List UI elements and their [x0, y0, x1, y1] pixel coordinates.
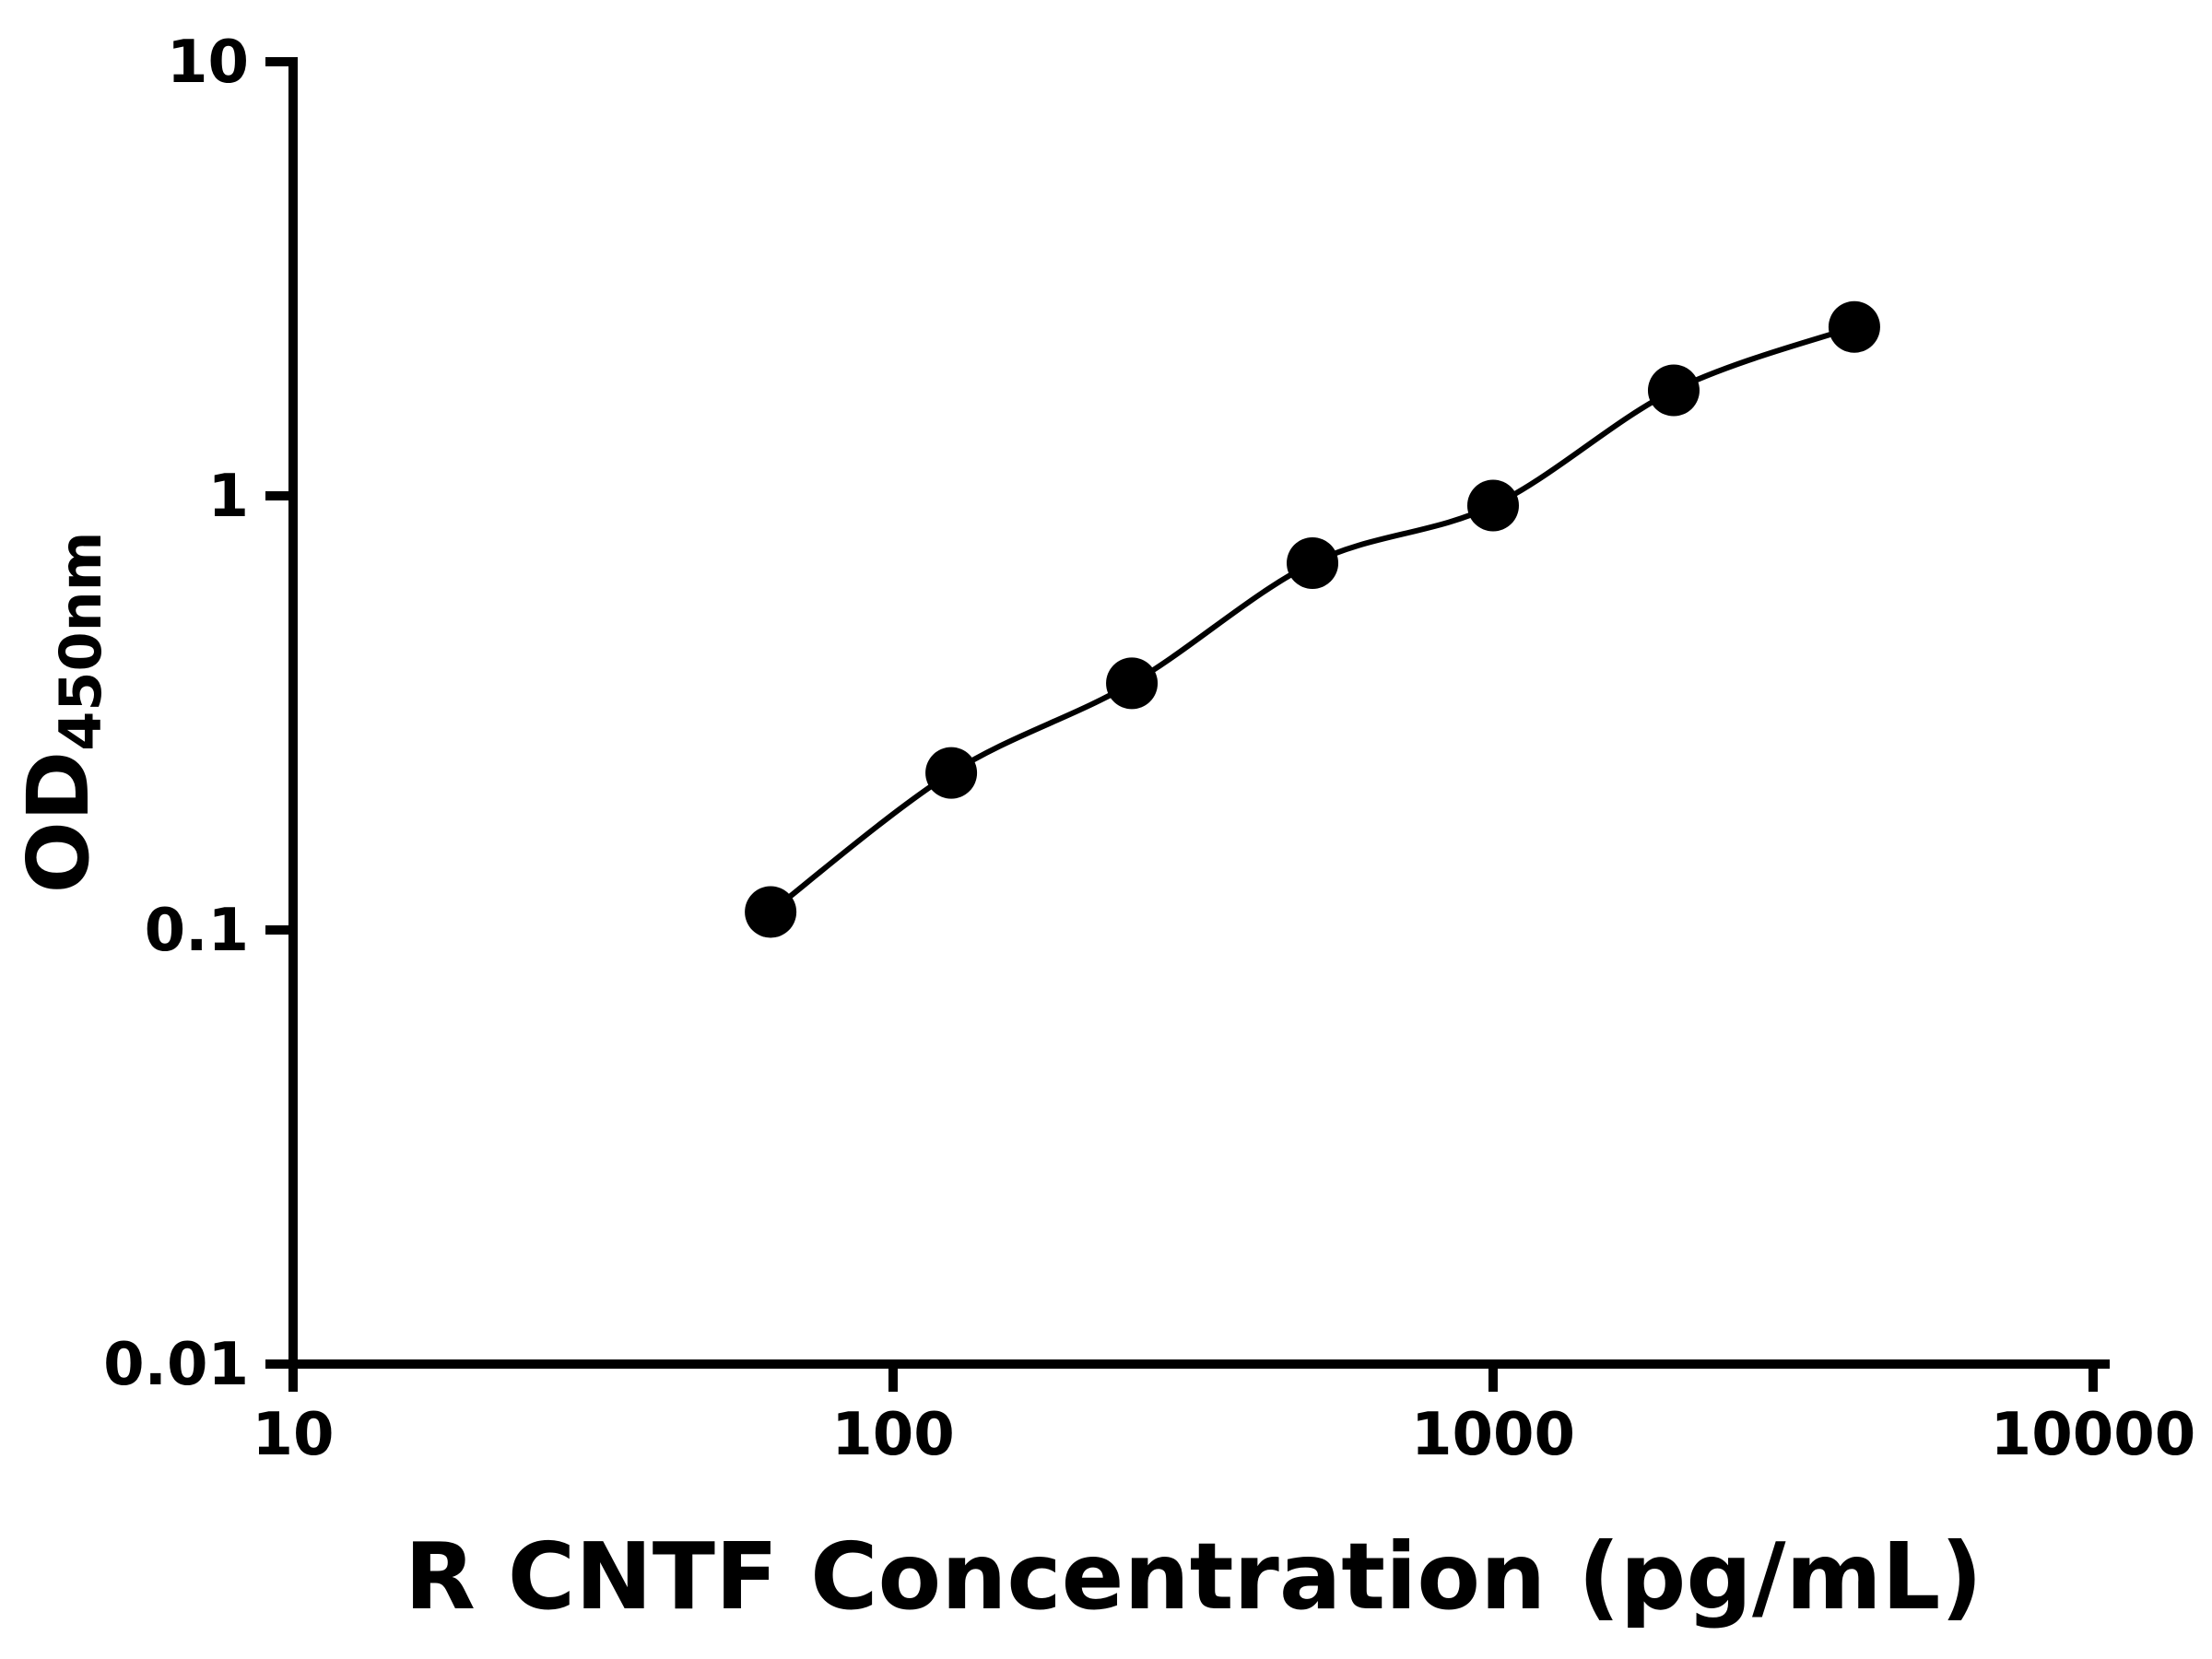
data-point-marker — [745, 886, 797, 938]
y-axis-label-subscript: 450nm — [47, 532, 114, 751]
x-tick-label: 10000 — [1991, 1401, 2196, 1469]
x-tick-label: 10 — [252, 1401, 334, 1469]
x-axis-label: R CNTF Concentration (pg/mL) — [405, 1523, 1983, 1630]
x-tick-label: 1000 — [1411, 1401, 1575, 1469]
data-point-marker — [1287, 536, 1339, 589]
y-axis-label-base: OD — [9, 751, 108, 894]
data-point-marker — [1106, 657, 1159, 710]
y-tick-label: 0.1 — [145, 897, 249, 965]
x-tick-label: 100 — [831, 1401, 955, 1469]
y-tick-label: 10 — [167, 29, 249, 97]
y-tick-label: 1 — [207, 463, 249, 531]
data-point-marker — [1828, 300, 1880, 353]
data-point-marker — [1647, 364, 1700, 417]
data-point-marker — [1467, 479, 1519, 532]
plot-area: 10 100 1000 10000 0.01 0.1 1 10 — [103, 29, 2195, 1469]
data-point-marker — [925, 747, 978, 799]
y-tick-label: 0.01 — [103, 1331, 249, 1399]
fit-curve — [769, 324, 1855, 914]
y-axis-label: OD450nm — [9, 532, 114, 894]
